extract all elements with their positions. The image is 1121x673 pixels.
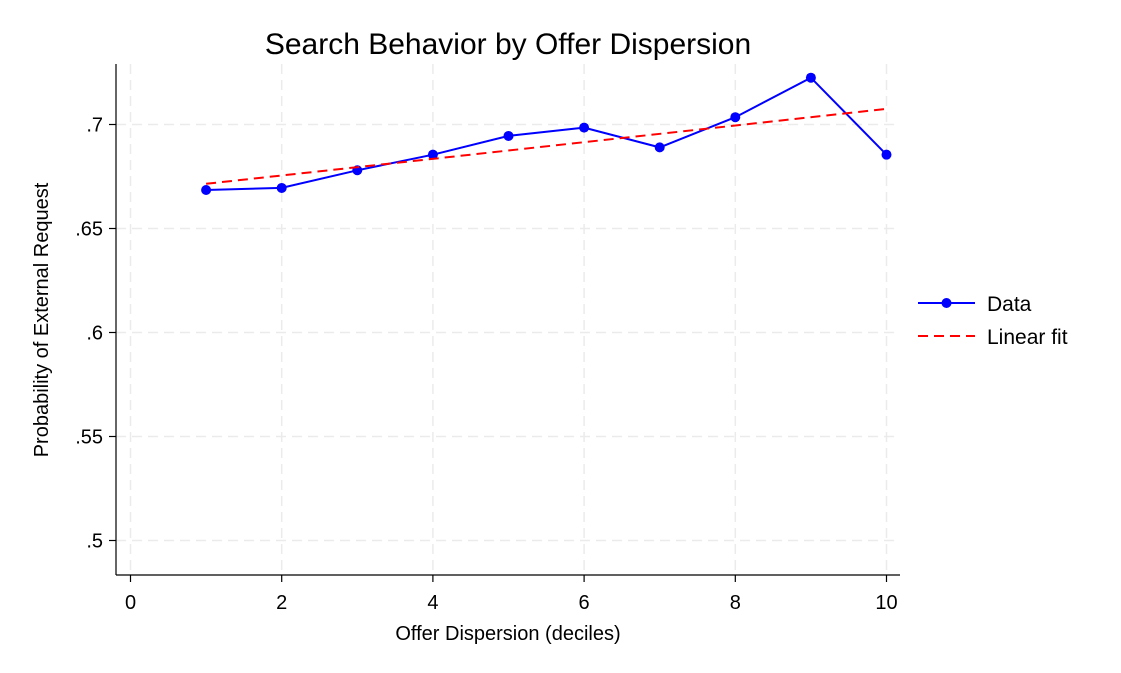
x-axis-label: Offer Dispersion (deciles) bbox=[395, 623, 620, 645]
y-tick-label: .7 bbox=[86, 115, 103, 137]
x-tick-label: 0 bbox=[125, 592, 136, 614]
data-point bbox=[427, 149, 438, 160]
legend: Data Linear fit bbox=[918, 293, 1068, 349]
y-axis-label: Probability of External Request bbox=[31, 182, 53, 457]
grid bbox=[116, 64, 900, 575]
data-point bbox=[881, 149, 892, 160]
legend-data-marker bbox=[941, 298, 952, 308]
y-axis-ticks: .5 .55 .6 .65 .7 bbox=[75, 115, 116, 553]
legend-label: Linear fit bbox=[987, 326, 1068, 349]
x-tick-label: 8 bbox=[730, 592, 741, 614]
chart-title: Search Behavior by Offer Dispersion bbox=[265, 28, 751, 61]
data-point bbox=[276, 182, 287, 193]
data-point bbox=[579, 122, 590, 133]
data-series-line bbox=[206, 76, 888, 191]
x-axis-ticks: 0 2 4 6 8 10 bbox=[125, 575, 898, 614]
legend-label: Data bbox=[987, 293, 1032, 316]
data-point bbox=[805, 72, 816, 83]
series bbox=[201, 72, 892, 196]
axes bbox=[115, 64, 900, 576]
y-tick-label: .5 bbox=[86, 531, 103, 553]
x-tick-label: 4 bbox=[427, 592, 438, 614]
data-point bbox=[730, 112, 741, 123]
y-tick-label: .65 bbox=[75, 219, 103, 241]
y-tick-label: .6 bbox=[86, 323, 103, 345]
y-tick-label: .55 bbox=[75, 427, 103, 449]
data-point bbox=[201, 185, 212, 196]
linear-fit-line bbox=[205, 107, 887, 185]
x-tick-label: 2 bbox=[276, 592, 287, 614]
x-tick-label: 6 bbox=[579, 592, 590, 614]
x-tick-label: 10 bbox=[875, 592, 897, 614]
data-point bbox=[654, 142, 665, 153]
data-point bbox=[503, 130, 514, 141]
